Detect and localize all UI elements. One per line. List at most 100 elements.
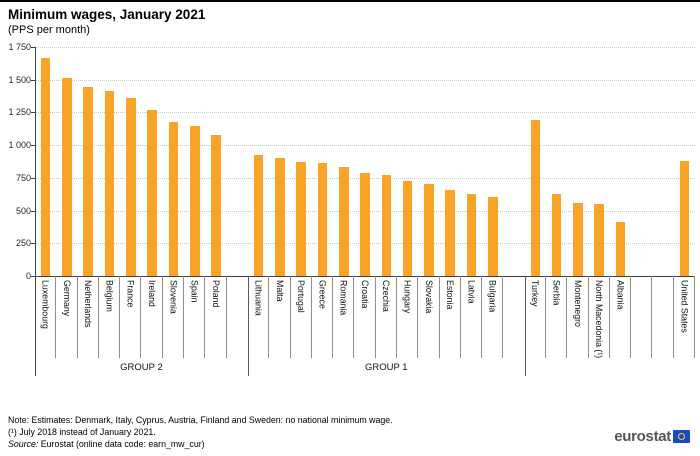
- country-label: Luxembourg: [40, 280, 51, 329]
- label-cell: Belgium: [99, 276, 121, 358]
- label-cell: Ireland: [141, 276, 163, 358]
- label-cell: United States: [674, 276, 696, 358]
- bar-luxembourg: [40, 57, 51, 276]
- label-cell: Spain: [184, 276, 206, 358]
- country-column: Czechia: [376, 47, 397, 358]
- eu-flag-icon: [673, 430, 690, 443]
- bar-zone: [99, 47, 120, 276]
- y-tick-label: 750: [15, 172, 31, 183]
- bar-zone: [567, 47, 588, 276]
- eurostat-logo: eurostat: [614, 428, 690, 445]
- group-label-group-2: GROUP 2: [120, 361, 163, 373]
- bar-zone: [56, 47, 77, 276]
- country-label: Lithuania: [253, 280, 264, 316]
- country-label: Croatia: [359, 280, 370, 309]
- bar-croatia: [360, 172, 370, 276]
- label-cell: Greece: [312, 276, 334, 358]
- y-tick-mark: [31, 112, 35, 114]
- bar-slovenia: [168, 121, 179, 276]
- bar-germany: [62, 78, 72, 276]
- country-column: Lithuania: [248, 47, 270, 358]
- country-label: France: [125, 280, 136, 308]
- bar-zone: [397, 47, 418, 276]
- group-label-row: GROUP 2 GROUP 1: [35, 358, 695, 376]
- y-tick-mark: [31, 177, 35, 179]
- bar-belgium: [104, 90, 115, 276]
- country-column: Turkey: [525, 47, 546, 358]
- bar-serbia: [551, 193, 562, 276]
- bar-greece: [317, 162, 328, 276]
- y-tick-mark: [31, 79, 35, 81]
- chart-region-group-2: Luxembourg Germany Netherlands Belgium Franc…: [35, 47, 248, 358]
- bar-zone: [546, 47, 567, 276]
- label-cell: France: [120, 276, 142, 358]
- bar-hungary: [402, 181, 413, 276]
- bar-montenegro: [573, 202, 583, 276]
- country-column: Albania: [610, 47, 632, 358]
- bar-zone: [205, 47, 226, 276]
- bar-spain: [189, 126, 200, 276]
- country-label: Slovenia: [168, 280, 179, 314]
- label-cell: [227, 276, 248, 358]
- bar-zone: [610, 47, 631, 276]
- group-label-empty: [525, 358, 695, 376]
- gridline-1250: [35, 112, 695, 114]
- bar-zone: [652, 47, 673, 276]
- y-tick-label: 1 750: [8, 42, 31, 52]
- country-column: Croatia: [354, 47, 376, 358]
- bar-latvia: [466, 194, 477, 276]
- country-label: Czechia: [381, 280, 392, 312]
- bar-ireland: [147, 109, 157, 276]
- label-cell: North Macedonia (¹): [589, 276, 610, 358]
- country-label: North Macedonia (¹): [594, 280, 605, 359]
- country-column: Estonia: [440, 47, 461, 358]
- y-tick-mark: [31, 210, 35, 212]
- footer-notes: Note: Estimates: Denmark, Italy, Cyprus,…: [8, 414, 393, 450]
- country-label: Ireland: [147, 280, 158, 307]
- bar-zone: [674, 47, 695, 276]
- label-cell: Serbia: [546, 276, 568, 358]
- bar-united-states: [679, 160, 690, 276]
- label-cell: Czechia: [376, 276, 397, 358]
- label-cell: Turkey: [525, 276, 546, 358]
- label-cell: Portugal: [291, 276, 312, 358]
- y-tick-mark: [31, 47, 35, 48]
- country-column: Latvia: [461, 47, 483, 358]
- country-column: Ireland: [141, 47, 163, 358]
- country-label: Montenegro: [572, 280, 583, 327]
- country-label: Turkey: [530, 280, 541, 307]
- country-label: Malta: [274, 280, 285, 302]
- label-cell: Slovenia: [163, 276, 185, 358]
- label-cell: Albania: [610, 276, 632, 358]
- group-divider: [247, 276, 249, 376]
- bar-zone: [120, 47, 141, 276]
- chart-region-group-1: Lithuania Malta Portugal Greece Romania Croat…: [248, 47, 525, 358]
- bar-zone: [503, 47, 524, 276]
- country-label: Estonia: [445, 280, 456, 310]
- bar-malta: [275, 158, 285, 276]
- country-column: Serbia: [546, 47, 568, 358]
- spacer-column: [227, 47, 248, 358]
- country-column: Luxembourg: [35, 47, 57, 358]
- country-column: Netherlands: [78, 47, 99, 358]
- spacer-column: [631, 47, 653, 358]
- bar-zone: [482, 47, 503, 276]
- label-cell: Slovakia: [418, 276, 440, 358]
- note-line: Note: Estimates: Denmark, Italy, Cyprus,…: [8, 415, 393, 425]
- bar-zone: [35, 47, 56, 276]
- bar-zone: [78, 47, 99, 276]
- y-tick-label: 1 000: [8, 140, 31, 151]
- country-label: Hungary: [402, 280, 413, 314]
- country-column: North Macedonia (¹): [589, 47, 610, 358]
- bar-netherlands: [83, 86, 94, 276]
- label-cell: Latvia: [461, 276, 483, 358]
- chart-subtitle: (PPS per month): [8, 24, 90, 36]
- country-column: Hungary: [397, 47, 419, 358]
- country-label: Slovakia: [423, 280, 434, 314]
- country-label: Latvia: [466, 280, 477, 304]
- eurostat-logo-text: eurostat: [614, 428, 671, 445]
- bar-zone: [589, 47, 610, 276]
- y-axis-tick-labels: 0 250 500 750 1 000 1 250 1 500 1 750: [0, 42, 31, 281]
- country-label: Greece: [317, 280, 328, 309]
